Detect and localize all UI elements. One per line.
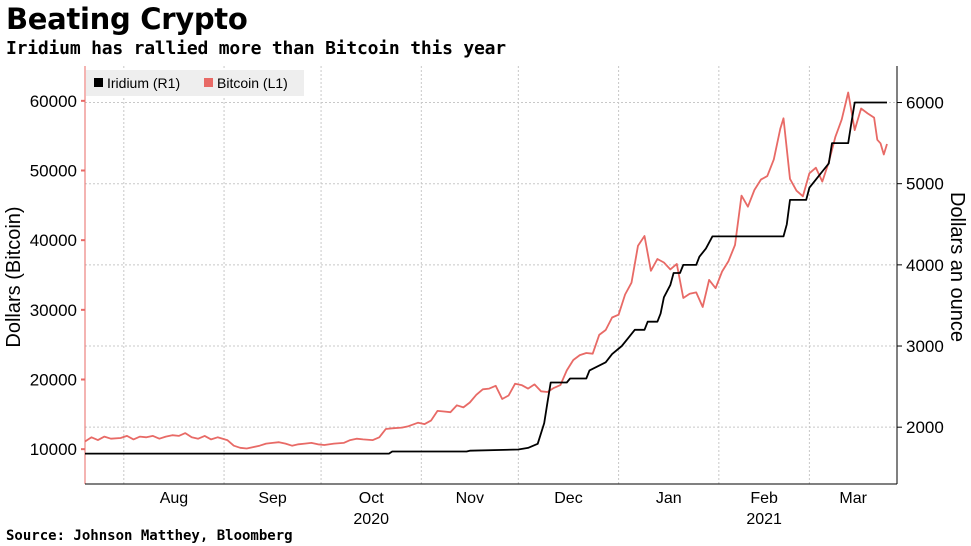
left-tick-label: 60000: [30, 92, 77, 111]
right-axis-title: Dollars an ounce: [946, 192, 968, 342]
x-tick-label: Oct: [359, 490, 384, 507]
x-tick-label: Aug: [160, 490, 188, 507]
x-year-label: 2020: [353, 511, 389, 528]
legend-box: [86, 70, 304, 96]
source-note: Source: Johnson Matthey, Bloomberg: [6, 528, 293, 544]
grid: [85, 66, 897, 484]
right-tick-label: 6000: [906, 94, 944, 113]
right-tick-label: 4000: [906, 256, 944, 275]
iridium-line: [85, 101, 887, 455]
right-tick-label: 5000: [906, 175, 944, 194]
chart-title: Beating Crypto: [6, 2, 248, 36]
legend-label-iridium: Iridium (R1): [107, 75, 180, 91]
chart-subtitle: Iridium has rallied more than Bitcoin th…: [6, 38, 506, 59]
legend-label-bitcoin: Bitcoin (L1): [217, 75, 288, 91]
left-tick-label: 30000: [30, 301, 77, 320]
x-year-label: 2021: [746, 511, 782, 528]
right-tick-label: 3000: [906, 337, 944, 356]
axes: 10000 20000 30000 40000 50000 60000 2000 3000 40…: [3, 66, 968, 528]
left-tick-label: 10000: [30, 440, 77, 459]
x-tick-label: Sep: [258, 490, 287, 507]
legend-swatch-bitcoin: [204, 78, 213, 87]
x-tick-label: Feb: [750, 490, 778, 507]
left-tick-label: 40000: [30, 231, 77, 250]
legend-swatch-iridium: [94, 78, 103, 87]
left-axis-title: Dollars (Bitcoin): [3, 206, 25, 347]
series: [84, 91, 888, 455]
left-tick-label: 20000: [30, 371, 77, 390]
left-tick-label: 50000: [30, 162, 77, 181]
legend: Iridium (R1) Bitcoin (L1): [86, 70, 304, 96]
x-tick-label: Jan: [656, 490, 682, 507]
right-tick-label: 2000: [906, 418, 944, 437]
x-tick-label: Nov: [456, 490, 484, 507]
x-tick-label: Mar: [839, 490, 867, 507]
x-tick-label: Dec: [554, 490, 582, 507]
bitcoin-line: [84, 91, 888, 450]
